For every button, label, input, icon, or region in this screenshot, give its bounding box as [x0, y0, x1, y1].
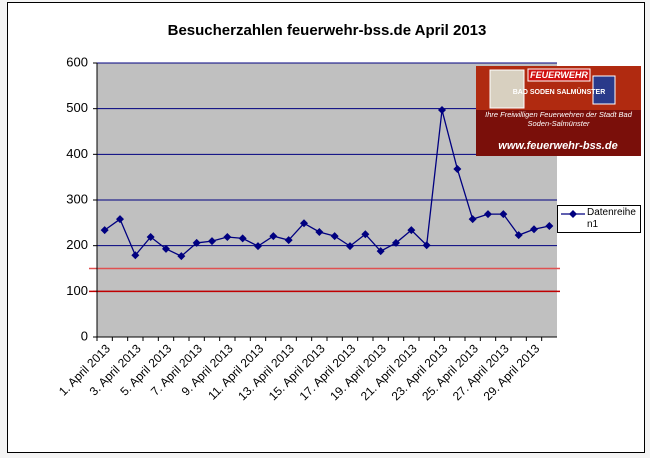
y-tick-label: 300 — [66, 191, 88, 206]
y-tick-label: 600 — [66, 54, 88, 69]
data-point — [545, 222, 554, 231]
logo-slogan: Ihre Freiwilligen Feuerwehren der Stadt … — [485, 110, 632, 128]
data-point — [422, 241, 431, 250]
data-point — [468, 215, 477, 224]
legend-marker — [569, 210, 577, 218]
y-tick-label: 400 — [66, 146, 88, 161]
data-point — [116, 215, 124, 224]
logo-url: www.feuerwehr-bss.de — [498, 140, 617, 152]
data-point — [177, 252, 186, 261]
legend-box — [557, 205, 641, 233]
data-point — [284, 236, 293, 245]
data-point — [484, 210, 492, 219]
data-point — [530, 225, 538, 234]
data-point — [330, 232, 339, 241]
logo-town: BAD SODEN SALMÜNSTER — [513, 87, 606, 96]
data-point — [453, 164, 462, 173]
data-point — [361, 230, 370, 239]
data-point — [499, 210, 508, 219]
data-point — [438, 106, 446, 115]
data-point — [100, 226, 109, 235]
y-tick-label: 100 — [66, 283, 88, 298]
logo-crest — [592, 75, 616, 105]
data-point — [269, 232, 278, 241]
chart-title: Besucherzahlen feuerwehr-bss.de April 20… — [168, 22, 487, 39]
data-point — [146, 232, 155, 241]
data-point — [407, 226, 416, 235]
data-point — [208, 237, 216, 246]
data-point — [376, 247, 385, 256]
data-point — [131, 251, 140, 260]
y-tick-label: 200 — [66, 237, 88, 252]
data-point — [300, 219, 308, 228]
logo-brand: FEUERWEHR — [530, 70, 588, 80]
data-point — [162, 244, 170, 253]
data-point — [254, 242, 262, 251]
y-tick-label: 0 — [81, 328, 88, 343]
legend-label: Datenreihen1 — [587, 207, 636, 230]
data-point — [315, 227, 324, 236]
logo: FEUERWEHR BAD SODEN SALMÜNSTER Ihre Freiwi… — [476, 66, 641, 156]
data-point — [192, 238, 201, 247]
data-point — [238, 234, 247, 243]
logo-emblem — [489, 69, 525, 109]
data-point — [223, 232, 232, 241]
y-tick-label: 500 — [66, 100, 88, 115]
logo-slogan-box: Ihre Freiwilligen Feuerwehren der Stadt … — [485, 110, 632, 128]
data-point — [346, 242, 354, 251]
data-point — [392, 238, 400, 247]
legend-label-box: Datenreihen1 — [587, 207, 636, 230]
data-point — [514, 231, 523, 240]
logo-brand-box — [527, 68, 591, 82]
